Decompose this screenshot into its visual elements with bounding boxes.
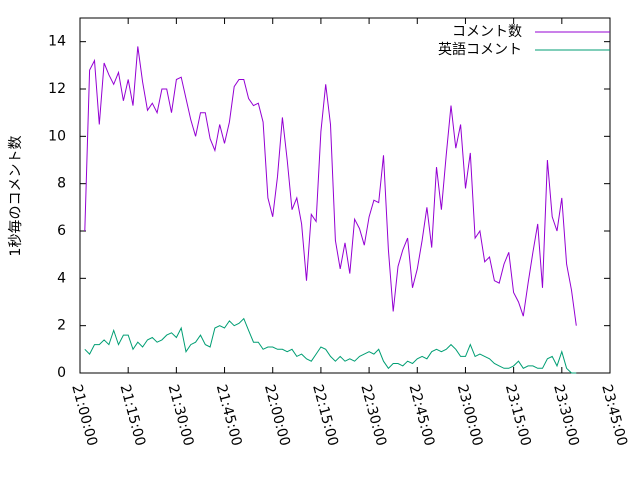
y-tick-label: 8 (57, 176, 66, 192)
y-tick-label: 0 (57, 365, 66, 381)
legend-label: 英語コメント (438, 41, 522, 58)
y-tick-label: 12 (48, 81, 66, 97)
y-axis-label: 1秒毎のコメント数 (8, 136, 24, 257)
y-tick-label: 14 (48, 34, 66, 50)
y-tick-label: 2 (57, 318, 66, 334)
y-tick-label: 6 (57, 223, 66, 239)
series-line (84, 46, 577, 326)
series-line (84, 317, 577, 374)
y-tick-label: 10 (48, 128, 66, 144)
plot-frame (79, 17, 611, 374)
legend-label: コメント数 (452, 24, 522, 40)
y-tick-label: 4 (57, 270, 66, 286)
